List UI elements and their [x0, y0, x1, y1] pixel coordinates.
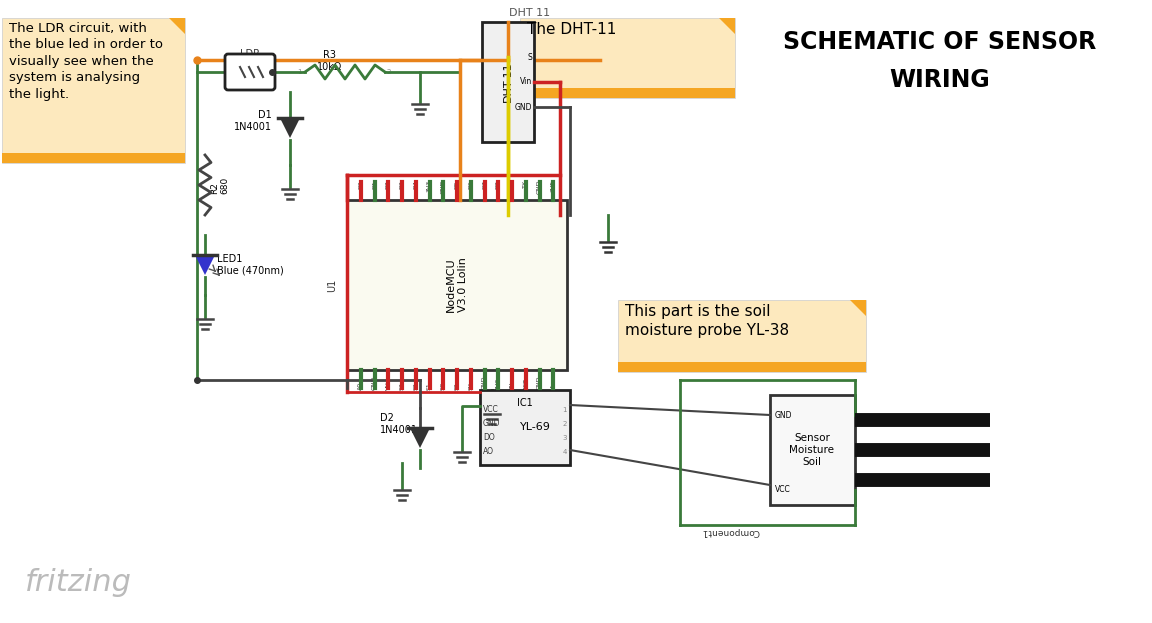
FancyBboxPatch shape	[770, 395, 855, 505]
Text: This part is the soil
moisture probe YL-38: This part is the soil moisture probe YL-…	[626, 304, 789, 338]
Text: S3: S3	[400, 382, 404, 390]
Text: SC: SC	[441, 382, 446, 390]
Text: GND: GND	[483, 419, 500, 429]
Text: Sensor
Moisture
Soil: Sensor Moisture Soil	[789, 434, 834, 467]
Text: 3: 3	[562, 435, 567, 441]
Text: 4: 4	[562, 449, 567, 455]
Text: 3V3: 3V3	[427, 180, 432, 193]
Text: D1: D1	[372, 180, 377, 189]
FancyBboxPatch shape	[2, 153, 185, 163]
Text: DHT-11: DHT-11	[503, 62, 513, 102]
Text: D2: D2	[386, 180, 391, 189]
Text: D1
1N4001: D1 1N4001	[234, 110, 272, 131]
Text: GND: GND	[515, 103, 532, 112]
Text: SK: SK	[468, 382, 473, 390]
Text: DHT 11: DHT 11	[509, 8, 551, 18]
Polygon shape	[850, 300, 866, 316]
FancyBboxPatch shape	[2, 18, 185, 163]
Text: D4: D4	[414, 180, 418, 189]
Text: LED1
Blue (470nm): LED1 Blue (470nm)	[217, 254, 283, 276]
Text: GND: GND	[482, 376, 487, 390]
Text: VU: VU	[386, 381, 391, 390]
Text: Vin: Vin	[551, 380, 555, 390]
Text: GND: GND	[537, 376, 541, 390]
Text: DO: DO	[483, 434, 494, 442]
Polygon shape	[410, 428, 430, 448]
Text: The LDR circuit, with
the blue led in order to
visually see when the
system is a: The LDR circuit, with the blue led in or…	[9, 22, 162, 101]
Text: D8: D8	[495, 180, 501, 189]
FancyBboxPatch shape	[617, 362, 866, 372]
Text: 3V5: 3V5	[551, 180, 555, 192]
Polygon shape	[280, 118, 300, 138]
Text: A0: A0	[358, 382, 363, 390]
Text: LDR: LDR	[240, 49, 260, 59]
Text: VCC: VCC	[775, 485, 790, 495]
Text: WIRING: WIRING	[889, 68, 991, 92]
FancyBboxPatch shape	[520, 18, 735, 98]
Polygon shape	[195, 255, 215, 275]
Polygon shape	[719, 18, 735, 34]
Polygon shape	[169, 18, 185, 34]
Text: GND: GND	[372, 376, 377, 390]
Text: 2: 2	[387, 69, 392, 75]
Text: The DHT-11: The DHT-11	[526, 22, 616, 37]
FancyBboxPatch shape	[617, 300, 866, 372]
FancyBboxPatch shape	[225, 54, 275, 90]
Text: S0: S0	[455, 383, 460, 390]
Text: GND: GND	[775, 411, 793, 419]
Text: Vin: Vin	[520, 77, 532, 87]
Text: 2: 2	[562, 421, 567, 427]
Text: D5: D5	[455, 180, 460, 189]
Text: NodeMCU
V3.0 Lolin: NodeMCU V3.0 Lolin	[446, 257, 468, 313]
Text: D2
1N4001: D2 1N4001	[380, 413, 418, 435]
Text: TX: TX	[523, 180, 529, 188]
Text: Component1: Component1	[700, 527, 759, 536]
Text: 1: 1	[297, 69, 302, 75]
Text: 1: 1	[562, 407, 567, 413]
FancyBboxPatch shape	[520, 88, 735, 98]
Text: IC1: IC1	[517, 398, 533, 408]
Text: YL-69: YL-69	[520, 422, 551, 432]
Text: S2: S2	[414, 382, 418, 390]
Text: U1: U1	[327, 278, 338, 292]
Text: D6: D6	[468, 180, 473, 189]
Text: VCC: VCC	[483, 406, 499, 414]
Text: R2
680: R2 680	[210, 176, 229, 194]
FancyBboxPatch shape	[480, 390, 570, 465]
Text: EN: EN	[509, 381, 515, 390]
Text: R3
10kΩ: R3 10kΩ	[317, 50, 342, 72]
Text: RX: RX	[509, 180, 515, 189]
Text: S: S	[528, 52, 532, 62]
Text: fritzing: fritzing	[24, 568, 131, 597]
Text: SCHEMATIC OF SENSOR: SCHEMATIC OF SENSOR	[783, 30, 1097, 54]
Text: S1: S1	[427, 383, 432, 390]
Text: GND: GND	[537, 180, 541, 194]
Text: AO: AO	[483, 447, 494, 457]
Text: D7: D7	[482, 180, 487, 189]
Text: GND: GND	[441, 180, 446, 194]
Text: D0: D0	[358, 180, 363, 189]
Text: 3V3: 3V3	[495, 378, 501, 390]
FancyBboxPatch shape	[347, 200, 567, 370]
Text: RST: RST	[523, 378, 529, 390]
Text: D3: D3	[400, 180, 404, 189]
FancyBboxPatch shape	[482, 22, 535, 142]
